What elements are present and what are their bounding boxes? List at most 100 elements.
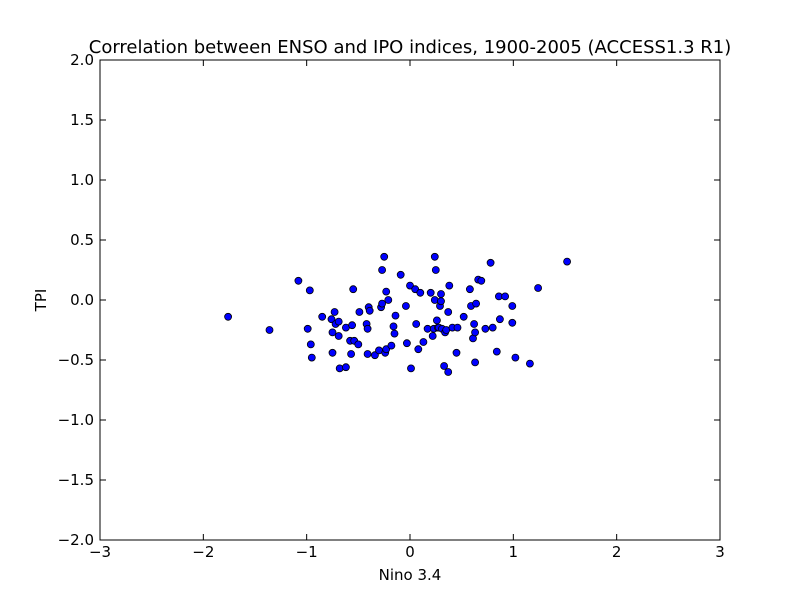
data-point xyxy=(534,284,542,292)
y-tick-label: 1.5 xyxy=(70,111,94,129)
data-point xyxy=(318,312,327,321)
chart-title: Correlation between ENSO and IPO indices… xyxy=(89,37,732,58)
data-point xyxy=(294,276,303,285)
data-point xyxy=(305,286,314,295)
data-point xyxy=(444,308,453,316)
data-point xyxy=(306,340,315,349)
data-point xyxy=(428,332,437,340)
data-point xyxy=(563,257,571,266)
data-point xyxy=(363,324,372,333)
data-point xyxy=(335,364,344,373)
data-point xyxy=(440,362,449,370)
data-point xyxy=(363,350,372,358)
data-point xyxy=(349,285,358,294)
data-point xyxy=(431,266,440,274)
data-point xyxy=(412,320,421,328)
data-point xyxy=(382,287,391,296)
plot-frame xyxy=(99,59,721,541)
y-tick-label: 2.0 xyxy=(70,51,94,69)
data-point xyxy=(354,340,363,349)
data-point xyxy=(430,296,439,304)
data-point xyxy=(437,290,445,298)
data-point xyxy=(508,318,517,327)
y-tick-label: −2.0 xyxy=(58,531,94,549)
data-point xyxy=(380,252,389,261)
data-point xyxy=(437,297,445,306)
data-point xyxy=(416,288,425,297)
data-point xyxy=(378,299,387,308)
data-point xyxy=(303,324,312,333)
data-point xyxy=(389,322,398,331)
data-point xyxy=(477,276,486,285)
data-point xyxy=(384,296,393,304)
ticks-layer: −3 −2 −1 0 1 2 3 −2.0 −1.5 −1.0 −0.5 0.0 0.5 1.0 1.5 2.… xyxy=(58,51,725,561)
x-tick-label: −3 xyxy=(89,543,111,561)
data-point xyxy=(414,345,423,354)
y-tick-label: −1.0 xyxy=(58,411,94,429)
data-point xyxy=(444,368,453,376)
data-point xyxy=(378,266,387,274)
points-layer xyxy=(224,252,571,376)
data-point xyxy=(526,359,534,368)
x-tick-label: 1 xyxy=(509,543,519,561)
data-point xyxy=(387,341,396,350)
data-point xyxy=(432,316,441,325)
data-point xyxy=(341,363,350,372)
data-point xyxy=(265,326,274,334)
y-tick-label: 0.5 xyxy=(70,231,94,249)
y-tick-label: −0.5 xyxy=(58,351,94,369)
data-point xyxy=(470,320,479,328)
data-point xyxy=(407,364,415,373)
data-point xyxy=(492,347,501,356)
x-tick-label: −2 xyxy=(192,543,214,561)
data-point xyxy=(508,302,517,310)
data-point xyxy=(330,308,339,316)
data-point xyxy=(471,328,480,337)
data-point xyxy=(365,306,374,315)
data-point xyxy=(391,311,400,320)
data-point xyxy=(334,332,343,340)
data-point xyxy=(328,328,337,337)
data-point xyxy=(334,317,343,326)
x-tick-label: 3 xyxy=(715,543,725,561)
data-point xyxy=(390,329,399,338)
data-point xyxy=(453,323,462,332)
data-point xyxy=(430,252,439,261)
data-point xyxy=(481,324,490,333)
data-point xyxy=(347,350,356,358)
y-tick-label: −1.5 xyxy=(58,471,94,489)
data-point xyxy=(224,312,233,321)
data-point xyxy=(452,348,461,357)
data-point xyxy=(401,302,410,310)
data-point xyxy=(426,288,435,297)
data-point xyxy=(471,358,480,367)
x-tick-label: 0 xyxy=(405,543,415,561)
x-tick-label: 2 xyxy=(612,543,622,561)
data-point xyxy=(459,312,468,321)
data-point xyxy=(472,299,481,308)
plot-area xyxy=(100,60,720,540)
x-tick-label: −1 xyxy=(296,543,318,561)
data-point xyxy=(486,258,495,267)
x-axis-label: Nino 3.4 xyxy=(379,566,442,584)
data-point xyxy=(402,339,411,348)
data-point xyxy=(307,353,316,362)
data-point xyxy=(501,292,510,301)
data-point xyxy=(348,321,357,330)
data-point xyxy=(382,345,391,354)
data-point xyxy=(355,308,364,316)
data-point xyxy=(465,285,474,294)
data-point xyxy=(406,281,414,290)
data-point xyxy=(495,315,504,324)
data-point xyxy=(419,338,428,346)
data-point xyxy=(488,323,497,332)
y-tick-label: 1.0 xyxy=(70,171,94,189)
y-tick-label: 0.0 xyxy=(70,291,94,309)
data-point xyxy=(445,281,454,290)
data-point xyxy=(511,353,520,362)
data-point xyxy=(396,270,405,279)
data-point xyxy=(328,348,337,357)
y-axis-label: TPI xyxy=(32,289,50,313)
